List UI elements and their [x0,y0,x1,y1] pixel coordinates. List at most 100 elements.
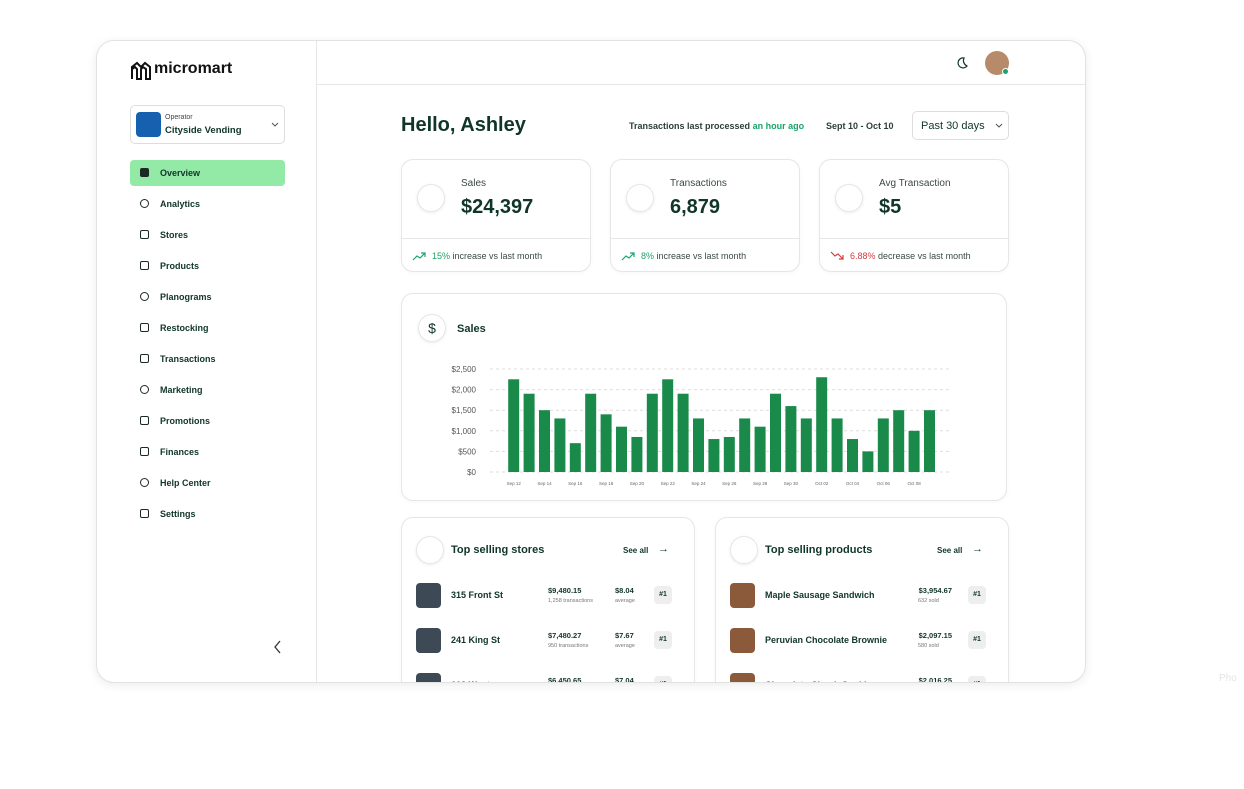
nav-icon [140,261,149,270]
thumb [730,628,755,653]
bar [554,418,566,472]
operator-label: Operator [165,114,193,121]
kpi-card: Sales $24,397 15% increase vs last month [401,159,591,272]
y-tick-label: $0 [467,468,476,477]
bar [908,430,920,472]
y-tick-label: $2,000 [452,386,477,395]
bar [677,393,689,472]
watermark: Pho [1219,673,1237,684]
x-tick-label: Sep 22 [661,481,676,486]
nav-icon [140,323,149,332]
nav-item[interactable]: Planograms [160,292,212,302]
bar [585,393,597,472]
divider [820,238,1008,239]
nav-item[interactable]: Analytics [160,199,201,209]
trend-icon [621,252,635,261]
rank: #1 [968,631,986,649]
chevron [995,123,1003,128]
x-tick-label: Oct 04 [846,481,860,486]
rank: #1 [968,676,986,682]
row-amount: $2,097.15 [918,631,952,640]
nav-item[interactable]: Transactions [160,354,216,364]
list-icon [730,536,758,564]
nav-icon [140,230,149,239]
nav-icon [140,509,149,518]
row-name[interactable]: Chocolate Chunk Cookie [765,680,872,682]
row-amount: $6,450.65 [548,676,582,683]
bar [770,393,781,472]
nav-item[interactable]: Overview [130,160,285,186]
bar [924,410,935,472]
trend-icon [830,251,844,260]
avatar[interactable] [985,51,1009,75]
bar [723,436,735,472]
collapse[interactable] [273,640,283,654]
bar [693,418,704,472]
divider [611,238,799,239]
bar [893,410,905,472]
nav-item[interactable]: Products [160,261,200,271]
top-products: Top selling products See all → Maple Sausag… [715,517,1009,682]
operator-select[interactable]: Operator Cityside Vending [130,105,285,144]
row-name[interactable]: 315 Front St [451,590,504,600]
bar [616,426,627,472]
bar [508,379,520,472]
x-tick-label: Sep 12 [507,481,522,486]
x-tick-label: Oct 08 [907,481,921,486]
rank: #1 [654,586,672,604]
bar [739,418,751,472]
kpi-change-row: 6.88% decrease vs last month [850,251,971,261]
kpi-note: increase vs last month [656,251,747,261]
trend-line [621,252,635,261]
bar [631,436,643,472]
nav-item[interactable]: Restocking [160,323,209,333]
period: Past 30 days [921,120,985,132]
theme-toggle[interactable] [955,56,969,70]
rank: #1 [654,676,672,682]
kpi-card: Transactions 6,879 8% increase vs last mon… [610,159,800,272]
trend-line [412,252,426,261]
icon: $ [418,314,446,342]
top-stores: Top selling stores See all → 315 Front St $9… [401,517,695,683]
kpi-label: Transactions [670,178,727,189]
row-name[interactable]: 613 West [451,680,490,682]
bar [600,414,612,472]
row-name[interactable]: 241 King St [451,635,501,645]
nav-item[interactable]: Help Center [160,478,211,488]
kpi-label: Avg Transaction [879,178,951,189]
nav-item[interactable]: Settings [160,509,196,519]
chart-title: Sales [457,323,486,335]
row-sub: 950 transactions [548,643,589,649]
status: Transactions last processed an hour ago [629,121,804,131]
chart: $0 $500 $1,000 $1,500 $2,000 $2,500 Sep 12 Sep … [452,365,950,486]
see-all[interactable]: See all [623,546,649,555]
header-line [317,84,1085,85]
nav-item[interactable]: Marketing [160,385,203,395]
see-all[interactable]: See all [937,546,963,555]
period-select[interactable]: Past 30 days [912,111,1009,140]
arrow: → [658,543,669,555]
app-window: micromart Operator Cityside Vending Over… [96,40,1086,683]
bar [816,377,828,472]
nav-item[interactable]: Promotions [160,416,211,426]
nav-icon [140,478,149,487]
thumb [730,673,755,682]
y-tick-label: $2,500 [452,365,477,374]
greeting: Hello, Ashley [401,114,526,136]
row-sub: 580 sold [918,643,939,649]
nav-item[interactable]: Finances [160,447,200,457]
row-avg: $8.04 [615,586,634,595]
date-range: Sept 10 - Oct 10 [826,121,894,131]
kpi-change: 8% [641,251,655,261]
row-name[interactable]: Peruvian Chocolate Brownie [765,635,888,645]
nav-icon [140,292,149,301]
x-tick-label: Oct 06 [877,481,891,486]
x-tick-label: Sep 20 [630,481,645,486]
kpi-icon [835,184,863,212]
y-tick-label: $1,500 [452,406,477,415]
bar [539,410,550,472]
row-name[interactable]: Maple Sausage Sandwich [765,590,875,600]
thumb [730,583,755,608]
bar [646,393,658,472]
nav-item[interactable]: Stores [160,230,189,240]
